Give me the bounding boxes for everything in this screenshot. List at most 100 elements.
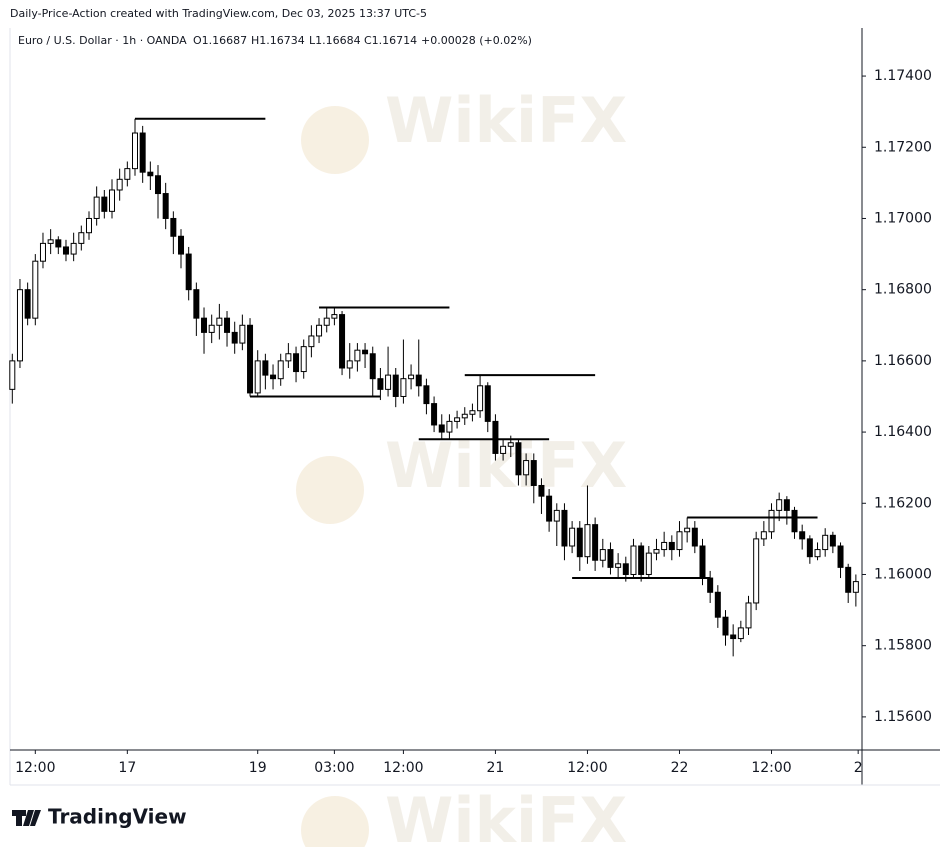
candle-body [47, 239, 54, 244]
candle-body [116, 178, 123, 191]
candle-body [32, 260, 39, 319]
candle-body [155, 175, 162, 195]
candle-body [783, 499, 790, 511]
candle-body [500, 445, 507, 454]
candle-body [576, 527, 583, 558]
y-tick-label: 1.16000 [874, 566, 932, 582]
candle-body [385, 374, 392, 390]
candle-body [24, 289, 31, 319]
candle-body [730, 634, 737, 640]
x-tick-label: 03:00 [314, 760, 354, 776]
x-tick-label: 2 [854, 760, 863, 776]
quote-close: C1.16714 [364, 34, 417, 47]
candle-body [446, 420, 453, 433]
candle-body [714, 591, 721, 618]
candle-body [62, 246, 69, 255]
candle-body [423, 385, 430, 405]
candle-body [515, 442, 522, 476]
candle-body [653, 549, 660, 554]
candle-body [538, 484, 545, 497]
x-tick-label: 19 [249, 760, 267, 776]
quote-high: H1.16734 [251, 34, 305, 47]
candle-body [9, 360, 16, 390]
candle-body [691, 527, 698, 547]
candle-body [507, 442, 514, 447]
candle-body [722, 616, 729, 636]
candle-body [285, 353, 292, 362]
candle-body [369, 353, 376, 380]
candle-body [193, 289, 200, 319]
candle-body [216, 317, 223, 326]
quote-open: O1.16687 [193, 34, 247, 47]
candle-body [837, 545, 844, 568]
x-tick-label: 12:00 [15, 760, 55, 776]
x-tick-label: 12:00 [383, 760, 423, 776]
candle-body [461, 413, 468, 419]
quote-change: +0.00028 (+0.02%) [421, 34, 532, 47]
y-tick-label: 1.16800 [874, 282, 932, 298]
candle-body [806, 538, 813, 558]
watermark: WikiFX [385, 784, 627, 847]
candle-body [400, 378, 407, 397]
candle-body [776, 499, 783, 511]
candle-body [707, 577, 714, 593]
x-tick-label: 17 [118, 760, 136, 776]
watermark-icon [301, 796, 369, 847]
candle-body [85, 217, 92, 234]
candle-body [16, 289, 23, 362]
candle-body [454, 417, 461, 422]
x-tick-label: 21 [487, 760, 505, 776]
candle-body [101, 196, 108, 212]
candle-body [55, 239, 62, 248]
candle-body [124, 168, 131, 180]
candle-body [768, 509, 775, 533]
symbol: Euro / U.S. Dollar · 1h · OANDA [18, 34, 187, 47]
candle-body [799, 531, 806, 540]
candle-body [147, 171, 154, 177]
candle-body [622, 563, 629, 575]
candle-body [661, 541, 668, 551]
candle-body [339, 314, 346, 369]
candle-body [438, 424, 445, 433]
watermarks: WikiFX WikiFX WikiFX [296, 84, 627, 847]
candle-body [615, 563, 622, 568]
candle-body [39, 242, 46, 262]
candle-body [676, 531, 683, 551]
candle-body [300, 346, 307, 373]
y-tick-label: 1.16200 [874, 495, 932, 511]
candle-body [231, 331, 238, 344]
candle-body [277, 360, 284, 380]
candle-body [362, 349, 369, 355]
candle-body [829, 534, 836, 547]
candle-body [561, 509, 568, 547]
y-tick-label: 1.15800 [874, 638, 932, 654]
candle-body [607, 549, 614, 568]
candle-body [78, 232, 85, 244]
candle-body [415, 374, 422, 387]
candle-body [553, 509, 560, 522]
x-tick-label: 22 [671, 760, 689, 776]
candle-body [247, 324, 254, 394]
candle-body [392, 374, 399, 397]
candle-body [630, 545, 637, 575]
candle-body [530, 460, 537, 486]
candle-body [753, 538, 760, 604]
candle-body [408, 374, 415, 380]
candle-body [208, 324, 215, 333]
y-tick-label: 1.17200 [874, 139, 932, 155]
logo: TradingView [12, 805, 187, 829]
y-tick-label: 1.15600 [874, 709, 932, 725]
x-tick-label: 12:00 [751, 760, 791, 776]
candle-body [354, 349, 361, 362]
candle-body [162, 193, 169, 219]
candle-body [546, 495, 553, 522]
logo-text: TradingView [48, 805, 187, 829]
y-tick-label: 1.17400 [874, 68, 932, 84]
candle-body [845, 566, 852, 593]
candle-body [484, 385, 491, 422]
candle-body [791, 509, 798, 533]
candle-body [270, 374, 277, 380]
candle-body [699, 545, 706, 579]
